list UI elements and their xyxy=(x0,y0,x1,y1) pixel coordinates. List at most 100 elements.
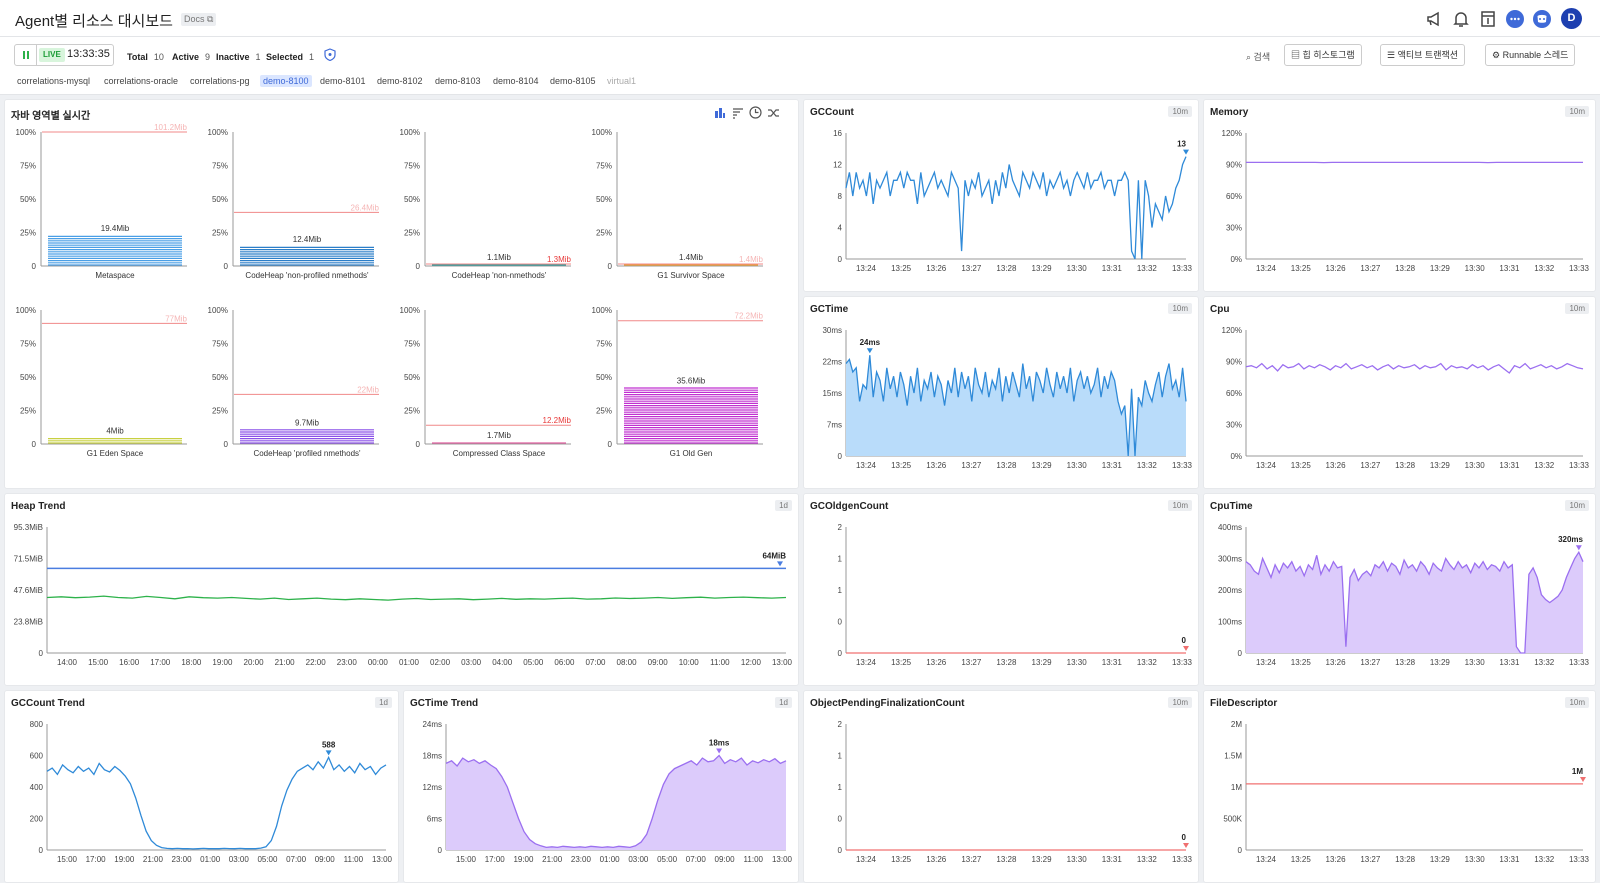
panel-icon[interactable] xyxy=(1478,9,1498,29)
x-tick-label: 01:00 xyxy=(399,658,420,667)
x-tick-label: 17:00 xyxy=(86,855,107,864)
shield-icon[interactable] xyxy=(324,48,336,61)
x-tick-label: 04:00 xyxy=(492,658,513,667)
y-tick-label: 100ms xyxy=(1218,618,1242,627)
runnable-thread-button[interactable]: ⚙ Runnable 스레드 xyxy=(1485,44,1576,66)
series-line xyxy=(1245,362,1584,374)
x-tick-label: 19:00 xyxy=(513,855,534,864)
agent-tag[interactable]: demo-8102 xyxy=(377,76,423,86)
time-range-badge[interactable]: 1d xyxy=(775,500,792,511)
value-label: 19.4Mib xyxy=(101,224,130,233)
gctime-chart: 30ms 22ms 15ms 7ms 0 13:24 13:25 13:26 13:27 13:2… xyxy=(822,326,1192,470)
megaphone-icon[interactable] xyxy=(1424,9,1444,29)
x-tick-label: 13:29 xyxy=(1430,855,1451,864)
x-tick-label: 13:29 xyxy=(1032,658,1053,667)
stat-selected: Selected 1 xyxy=(266,52,314,62)
time-range-badge[interactable]: 10m xyxy=(1565,500,1589,511)
x-tick-label: 13:27 xyxy=(1360,855,1381,864)
gccount_trend-chart: 800 600 400 200 0 15:00 17:00 19:00 21:00 23:00 01… xyxy=(30,720,393,864)
x-tick-label: 20:00 xyxy=(244,658,265,667)
gctime_trend-chart: 24ms 18ms 12ms 6ms 0 15:00 17:00 19:00 21:00 23:0… xyxy=(422,720,793,864)
panel-title: 자바 영역별 실시간 xyxy=(11,111,91,122)
peak-marker xyxy=(777,561,783,567)
x-tick-label: 21:00 xyxy=(542,855,563,864)
x-tick-label: 13:27 xyxy=(961,264,982,273)
heap-histogram-label: 힙 히스토그램 xyxy=(1302,50,1355,60)
x-tick-label: 13:00 xyxy=(772,855,793,864)
y-tick-label: 2M xyxy=(1231,720,1242,729)
search-button[interactable]: ⌕ 검색 xyxy=(1246,52,1271,62)
stat-active-value: 9 xyxy=(205,52,211,62)
heap-histogram-button[interactable]: ▤ 힙 히스토그램 xyxy=(1284,44,1362,66)
x-tick-label: 13:30 xyxy=(1067,658,1088,667)
chat-icon[interactable] xyxy=(1505,9,1525,29)
discord-icon[interactable] xyxy=(1532,9,1552,29)
x-tick-label: 15:00 xyxy=(57,855,78,864)
time-range-badge[interactable]: 10m xyxy=(1168,303,1192,314)
y-tick-label: 50% xyxy=(404,373,420,382)
cputime-panel: CpuTime 10m 400ms 300ms 200ms 100ms 0 13:24 13:2… xyxy=(1203,493,1596,686)
x-tick-label: 13:28 xyxy=(996,855,1017,864)
time-range-badge[interactable]: 1d xyxy=(775,697,792,708)
agent-tag[interactable]: demo-8101 xyxy=(320,76,366,86)
y-tick-label: 100% xyxy=(400,306,420,315)
peak-label: 320ms xyxy=(1558,535,1583,544)
max-label: 22Mib xyxy=(357,385,379,394)
y-tick-label: 60% xyxy=(1226,389,1242,398)
x-tick-label: 13:28 xyxy=(996,264,1017,273)
category-label: G1 Survivor Space xyxy=(657,271,725,280)
agent-tag[interactable]: correlations-oracle xyxy=(104,76,179,86)
agent-tag-selected[interactable]: demo-8100 xyxy=(260,75,312,87)
time-range-badge[interactable]: 10m xyxy=(1565,106,1589,117)
y-tick-label: 75% xyxy=(20,162,36,171)
category-label: G1 Old Gen xyxy=(670,449,713,458)
series-line xyxy=(445,754,787,849)
peak-label: 24ms xyxy=(860,338,881,347)
agent-tag[interactable]: demo-8105 xyxy=(550,76,596,86)
category-label: CodeHeap 'non-profiled nmethods' xyxy=(245,271,369,280)
x-tick-label: 13:26 xyxy=(1326,658,1347,667)
x-tick-label: 13:25 xyxy=(1291,461,1312,470)
peak-marker xyxy=(325,750,332,756)
category-label: CodeHeap 'profiled nmethods' xyxy=(253,449,361,458)
shuffle-icon[interactable] xyxy=(767,107,780,119)
y-tick-label: 75% xyxy=(212,162,228,171)
x-tick-label: 13:30 xyxy=(1067,461,1088,470)
agent-tag-inactive[interactable]: virtual1 xyxy=(607,76,637,86)
time-range-badge[interactable]: 10m xyxy=(1168,106,1192,117)
avatar[interactable]: D xyxy=(1561,8,1582,29)
agent-tag[interactable]: demo-8104 xyxy=(493,76,539,86)
toolbar: LIVE 13:33:35 Total 10 Active 9 Inactive 1 … xyxy=(0,37,1600,95)
y-tick-label: 15ms xyxy=(822,389,842,398)
agent-tag[interactable]: correlations-mysql xyxy=(17,76,91,86)
value-label: 1.1Mib xyxy=(487,253,512,262)
clock-icon[interactable] xyxy=(749,106,762,119)
series-area xyxy=(1246,552,1583,653)
x-tick-label: 13:29 xyxy=(1430,461,1451,470)
x-tick-label: 13:29 xyxy=(1430,658,1451,667)
docs-link[interactable]: Docs ⧉ xyxy=(181,13,217,26)
active-transaction-button[interactable]: ☰ 액티브 트랜잭션 xyxy=(1380,44,1466,66)
time-range-badge[interactable]: 1d xyxy=(375,697,392,708)
x-tick-label: 13:29 xyxy=(1032,461,1053,470)
x-tick-label: 05:00 xyxy=(523,658,544,667)
x-tick-label: 13:30 xyxy=(1465,461,1486,470)
bar-view-icon[interactable] xyxy=(714,107,726,119)
agent-tag[interactable]: correlations-pg xyxy=(190,76,250,86)
agent-tag[interactable]: demo-8103 xyxy=(435,76,481,86)
x-tick-label: 13:28 xyxy=(996,658,1017,667)
time-range-badge[interactable]: 10m xyxy=(1168,500,1192,511)
x-tick-label: 13:33 xyxy=(1172,264,1193,273)
pause-icon[interactable] xyxy=(15,45,37,65)
time-range-badge[interactable]: 10m xyxy=(1565,697,1589,708)
x-tick-label: 09:00 xyxy=(715,855,736,864)
y-tick-label: 60% xyxy=(1226,192,1242,201)
sort-icon[interactable] xyxy=(732,107,744,119)
y-tick-label: 0 xyxy=(39,846,44,855)
bell-icon[interactable] xyxy=(1451,9,1471,29)
y-tick-label: 75% xyxy=(596,162,612,171)
search-label: 검색 xyxy=(1253,52,1271,62)
time-range-badge[interactable]: 10m xyxy=(1168,697,1192,708)
x-tick-label: 13:32 xyxy=(1137,658,1158,667)
time-range-badge[interactable]: 10m xyxy=(1565,303,1589,314)
